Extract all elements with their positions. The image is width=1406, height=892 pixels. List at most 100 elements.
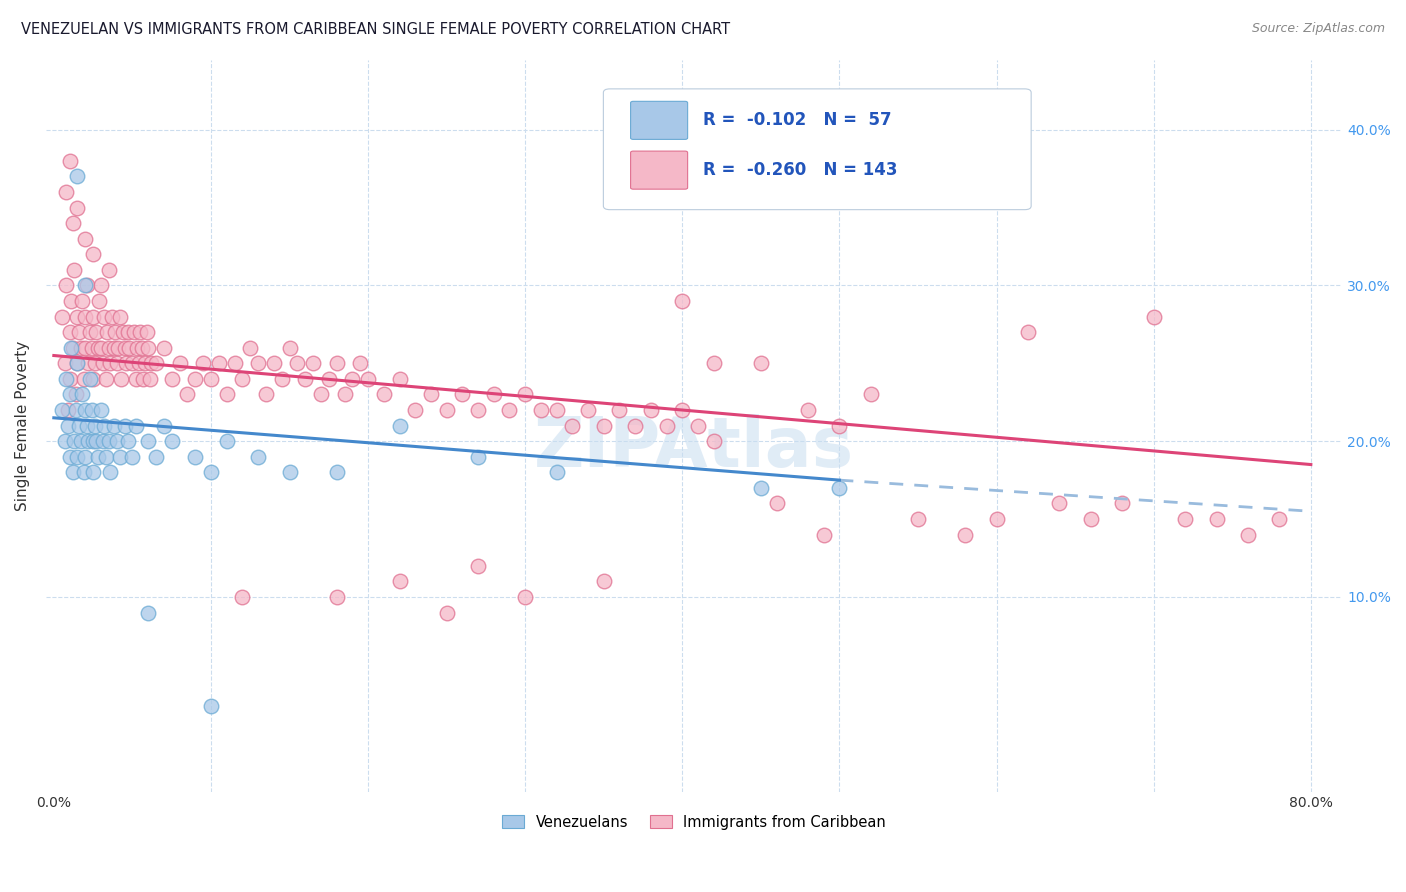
Point bbox=[294, 372, 316, 386]
Point bbox=[114, 341, 136, 355]
Point bbox=[79, 372, 101, 386]
Point bbox=[813, 527, 835, 541]
Point bbox=[117, 325, 139, 339]
Point bbox=[153, 418, 176, 433]
Point bbox=[136, 606, 159, 620]
Point bbox=[309, 387, 332, 401]
Point bbox=[84, 325, 107, 339]
Point bbox=[135, 325, 157, 339]
Point bbox=[388, 372, 411, 386]
Point bbox=[325, 466, 347, 480]
Point bbox=[169, 356, 191, 370]
Point bbox=[530, 403, 553, 417]
Point bbox=[373, 387, 395, 401]
Point bbox=[91, 434, 114, 449]
Point bbox=[176, 387, 198, 401]
Point bbox=[436, 606, 458, 620]
Point bbox=[287, 356, 309, 370]
Point bbox=[94, 450, 117, 464]
Point bbox=[60, 293, 83, 308]
Point bbox=[56, 403, 79, 417]
Point bbox=[749, 356, 772, 370]
Point bbox=[160, 434, 183, 449]
Point bbox=[66, 201, 89, 215]
Point bbox=[84, 434, 107, 449]
Point bbox=[703, 356, 725, 370]
Point bbox=[75, 310, 97, 324]
Point bbox=[75, 341, 97, 355]
Point bbox=[66, 356, 89, 370]
Point bbox=[986, 512, 1008, 526]
Point bbox=[498, 403, 520, 417]
Point bbox=[90, 403, 112, 417]
Point bbox=[145, 356, 167, 370]
Point bbox=[58, 325, 80, 339]
Point bbox=[51, 403, 73, 417]
Point bbox=[97, 434, 120, 449]
Point bbox=[703, 434, 725, 449]
Point bbox=[96, 325, 118, 339]
Point bbox=[141, 356, 163, 370]
Point bbox=[79, 325, 101, 339]
Point bbox=[55, 278, 77, 293]
Point bbox=[224, 356, 246, 370]
Point bbox=[97, 263, 120, 277]
Point bbox=[208, 356, 231, 370]
Point bbox=[105, 356, 128, 370]
Point bbox=[111, 325, 134, 339]
Point bbox=[51, 310, 73, 324]
Point bbox=[907, 512, 929, 526]
Point bbox=[302, 356, 325, 370]
Point bbox=[1205, 512, 1227, 526]
Point bbox=[101, 310, 124, 324]
FancyBboxPatch shape bbox=[603, 89, 1031, 210]
Text: R =  -0.102   N =  57: R = -0.102 N = 57 bbox=[703, 112, 891, 129]
Point bbox=[58, 387, 80, 401]
Point bbox=[828, 481, 851, 495]
Point bbox=[103, 341, 125, 355]
Point bbox=[419, 387, 441, 401]
Point bbox=[66, 450, 89, 464]
Point bbox=[200, 372, 222, 386]
Point bbox=[797, 403, 820, 417]
Point bbox=[69, 434, 91, 449]
Point bbox=[65, 403, 87, 417]
Point bbox=[247, 356, 270, 370]
Point bbox=[60, 341, 83, 355]
Point bbox=[118, 341, 141, 355]
Point bbox=[128, 356, 150, 370]
Point bbox=[100, 356, 122, 370]
Point bbox=[160, 372, 183, 386]
Point bbox=[94, 372, 117, 386]
Point bbox=[1268, 512, 1291, 526]
Point bbox=[70, 387, 93, 401]
Point bbox=[53, 434, 76, 449]
Point bbox=[859, 387, 882, 401]
Point bbox=[58, 372, 80, 386]
Point bbox=[138, 372, 160, 386]
Point bbox=[76, 418, 98, 433]
Point bbox=[191, 356, 214, 370]
Point bbox=[1111, 496, 1133, 510]
Point bbox=[63, 434, 86, 449]
Point bbox=[75, 450, 97, 464]
Point bbox=[576, 403, 599, 417]
Point bbox=[270, 372, 292, 386]
Point bbox=[103, 418, 125, 433]
Point bbox=[108, 450, 131, 464]
Point bbox=[1049, 496, 1071, 510]
Point bbox=[655, 418, 678, 433]
Point bbox=[121, 450, 143, 464]
Point bbox=[83, 418, 105, 433]
Point bbox=[404, 403, 426, 417]
Point bbox=[215, 434, 238, 449]
Point bbox=[73, 372, 96, 386]
Point bbox=[388, 418, 411, 433]
Point bbox=[131, 341, 153, 355]
Point bbox=[325, 356, 347, 370]
Point bbox=[342, 372, 364, 386]
Point bbox=[121, 356, 143, 370]
Point bbox=[263, 356, 285, 370]
Point bbox=[1174, 512, 1197, 526]
Point bbox=[55, 185, 77, 199]
